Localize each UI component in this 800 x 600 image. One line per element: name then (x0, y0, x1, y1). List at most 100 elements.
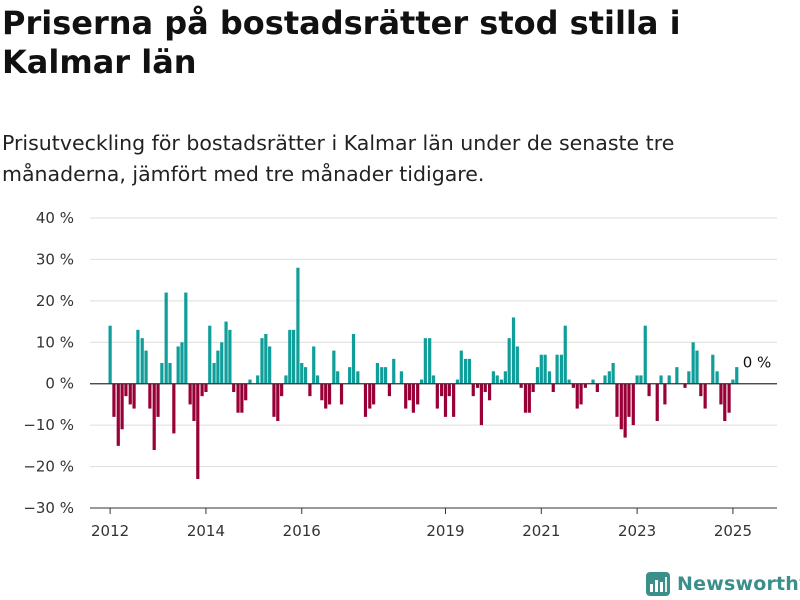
annotations: 0 % (743, 354, 772, 372)
bar (507, 338, 511, 384)
bar (727, 383, 731, 413)
bar (423, 338, 427, 384)
bar (128, 383, 132, 405)
bar (268, 346, 272, 384)
bar (160, 363, 164, 384)
bar (440, 383, 444, 397)
bar (383, 367, 388, 384)
bar (535, 367, 540, 384)
bar (595, 383, 599, 392)
bar (583, 383, 587, 388)
bar (731, 379, 735, 384)
bar (303, 367, 308, 384)
bar (519, 383, 523, 388)
bar (120, 383, 124, 430)
bar (248, 379, 252, 384)
bar (108, 325, 112, 384)
bar (260, 338, 264, 384)
bar (224, 321, 228, 384)
bar (140, 338, 144, 384)
bar (332, 350, 336, 384)
bar (699, 383, 703, 397)
bar (483, 383, 487, 392)
bar (455, 379, 460, 384)
bar (575, 383, 579, 409)
bar (623, 383, 627, 438)
bar (619, 383, 623, 430)
x-axis: 2012 2014 2016 2019 2021 2023 2025 (90, 383, 777, 540)
bar (503, 371, 507, 384)
bar (216, 350, 220, 384)
bar (148, 383, 152, 409)
bar (315, 375, 320, 384)
bar (168, 363, 172, 384)
bar (411, 383, 415, 413)
bar (687, 371, 691, 384)
newsworthy-logo-icon (646, 572, 670, 596)
bar (212, 363, 216, 384)
bar (236, 383, 240, 413)
bar (272, 383, 276, 417)
grid-lines (90, 217, 777, 509)
bar (563, 325, 567, 384)
bar (144, 350, 148, 384)
bar (615, 383, 619, 417)
bar (443, 383, 448, 417)
bar (392, 358, 396, 384)
y-tick-label: −20 % (23, 458, 74, 476)
bar (452, 383, 456, 417)
bar (531, 383, 535, 392)
bar (256, 375, 260, 384)
bar (324, 383, 328, 409)
bar (356, 371, 360, 384)
bar (180, 342, 184, 384)
x-tick-label: 2023 (618, 522, 656, 540)
bar (375, 363, 380, 384)
bar (467, 358, 472, 384)
bar (499, 379, 504, 384)
bar (228, 329, 232, 384)
bar (511, 317, 516, 384)
bar (719, 383, 723, 405)
bar (292, 329, 296, 384)
y-tick-label: 40 % (36, 209, 74, 227)
bar (368, 383, 372, 409)
bar (416, 383, 420, 405)
x-tick-label: 2021 (522, 522, 560, 540)
bar (348, 367, 352, 384)
bar (288, 329, 292, 384)
bar (184, 292, 188, 384)
bar (567, 379, 571, 384)
bar (479, 383, 484, 426)
bar (571, 383, 575, 388)
bar (723, 383, 727, 421)
bar (232, 383, 236, 392)
bar (320, 383, 324, 401)
bar (312, 346, 316, 384)
y-tick-label: −10 % (23, 416, 74, 434)
bar (663, 383, 667, 405)
bar (547, 371, 552, 384)
bar (176, 346, 180, 384)
y-tick-label: 0 % (45, 375, 74, 393)
bar (435, 383, 439, 409)
bar (208, 325, 212, 384)
x-tick-label: 2025 (714, 522, 752, 540)
bar (136, 329, 140, 384)
brand-logo: Newsworthy (645, 570, 800, 598)
bar (539, 354, 543, 384)
bar (631, 383, 635, 426)
bar (200, 383, 204, 397)
bar (639, 375, 643, 384)
bar (192, 383, 196, 421)
bar (579, 383, 583, 405)
bar (419, 379, 424, 384)
brand-name: Newsworthy (677, 573, 800, 595)
bar (495, 375, 499, 384)
bar (284, 375, 288, 384)
bar (643, 325, 647, 384)
bar (339, 383, 344, 405)
bar (300, 363, 304, 384)
bar (471, 383, 475, 397)
bar (172, 383, 176, 434)
